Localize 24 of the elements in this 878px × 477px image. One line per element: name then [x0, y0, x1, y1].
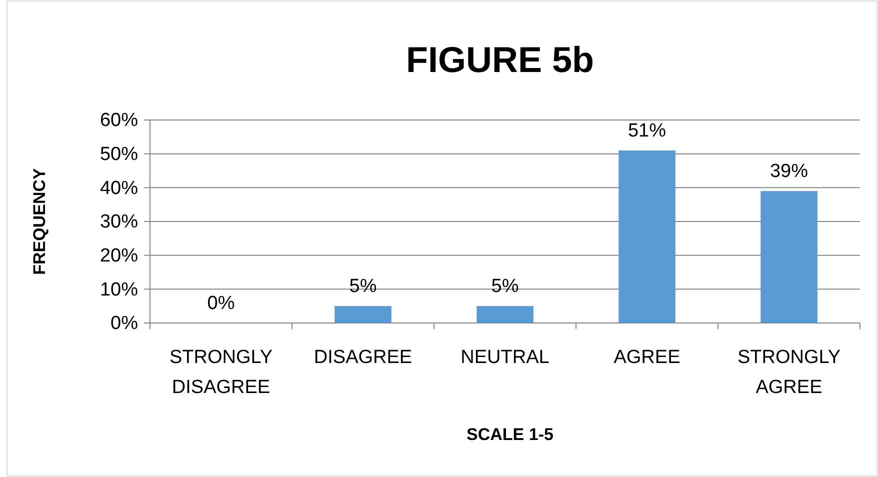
x-axis-title: SCALE 1-5 [466, 425, 554, 444]
data-label: 51% [628, 120, 666, 142]
x-tick-label: DISAGREE [314, 347, 412, 368]
chart-title: FIGURE 5b [406, 39, 594, 80]
data-label: 39% [770, 161, 808, 182]
y-tick-label: 20% [100, 245, 138, 266]
x-tick-label: AGREE [614, 347, 680, 368]
bar [476, 306, 534, 323]
y-tick-label: 50% [100, 144, 138, 165]
data-label: 5% [349, 276, 377, 298]
x-tick-label: NEUTRAL [460, 347, 550, 368]
x-tick-label: STRONGLY AGREE [737, 347, 841, 398]
data-label: 0% [207, 293, 235, 314]
y-tick-label: 10% [100, 279, 138, 300]
y-tick-label: 40% [100, 178, 138, 199]
bar [760, 191, 818, 323]
bar [334, 306, 392, 323]
y-axis-title: FREQUENCY [30, 167, 49, 275]
bar [618, 150, 676, 323]
y-tick-label: 60% [100, 110, 138, 132]
y-tick-label: 30% [100, 212, 138, 233]
data-label: 5% [491, 276, 519, 298]
y-tick-label: 0% [110, 313, 138, 334]
x-tick-label: STRONGLY DISAGREE [169, 347, 273, 398]
